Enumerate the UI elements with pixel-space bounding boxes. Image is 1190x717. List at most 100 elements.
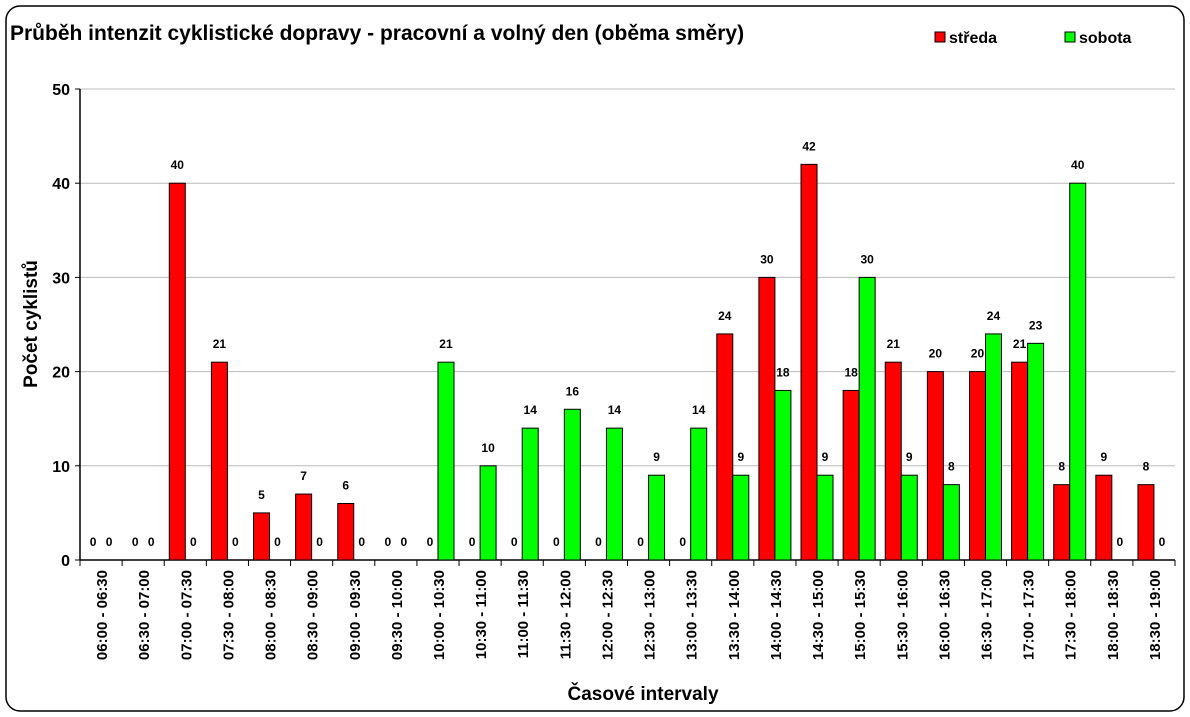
x-tick-label: 16:00 - 16:30 — [936, 570, 953, 660]
value-label: 0 — [274, 535, 281, 549]
bar — [1053, 484, 1071, 561]
value-label: 0 — [427, 535, 434, 549]
value-label: 0 — [679, 535, 686, 549]
bar — [168, 182, 186, 561]
value-label: 0 — [316, 535, 323, 549]
bar — [479, 465, 497, 561]
value-label: 6 — [342, 478, 349, 492]
bar — [758, 276, 776, 561]
x-tick-label: 07:00 - 07:30 — [178, 570, 195, 660]
value-label: 40 — [171, 158, 185, 172]
x-tick-label: 09:30 - 10:00 — [389, 570, 406, 660]
value-label: 16 — [566, 384, 580, 398]
x-tick-label: 14:00 - 14:30 — [768, 570, 785, 660]
value-label: 42 — [802, 139, 816, 153]
bar — [716, 333, 734, 561]
bar — [774, 389, 792, 561]
value-label: 14 — [692, 403, 706, 417]
value-label: 0 — [385, 535, 392, 549]
x-tick-label: 11:30 - 12:00 — [557, 570, 574, 659]
bar — [648, 474, 666, 561]
y-tick-label: 20 — [52, 365, 70, 382]
x-tick-label: 11:00 - 11:30 — [515, 570, 532, 658]
bar — [521, 427, 539, 561]
bar — [1095, 474, 1113, 561]
x-tick-label: 12:00 - 12:30 — [599, 570, 616, 660]
value-label: 8 — [1058, 460, 1065, 474]
x-tick-label: 08:00 - 08:30 — [263, 570, 280, 660]
x-tick-label: 10:00 - 10:30 — [431, 570, 448, 660]
value-label: 9 — [737, 450, 744, 464]
value-label: 0 — [401, 535, 408, 549]
bar — [816, 474, 834, 561]
legend-label: středa — [949, 30, 997, 47]
y-tick-label: 10 — [52, 459, 70, 476]
value-label: 9 — [653, 450, 660, 464]
x-tick-label: 13:00 - 13:30 — [684, 570, 701, 660]
value-label: 7 — [300, 469, 307, 483]
x-tick-label: 16:30 - 17:00 — [978, 570, 995, 660]
y-tick-label: 40 — [52, 176, 70, 193]
value-label: 24 — [718, 309, 732, 323]
legend-label: sobota — [1079, 30, 1132, 47]
bar — [1011, 361, 1029, 561]
bar — [800, 163, 818, 561]
value-label: 0 — [232, 535, 239, 549]
value-label: 0 — [1159, 535, 1166, 549]
value-label: 0 — [637, 535, 644, 549]
bar — [926, 371, 944, 561]
value-label: 21 — [213, 337, 227, 351]
bar — [210, 361, 228, 561]
y-tick-label: 0 — [61, 553, 70, 570]
x-tick-label: 08:30 - 09:00 — [305, 570, 322, 660]
x-tick-label: 14:30 - 15:00 — [810, 570, 827, 660]
value-label: 0 — [469, 535, 476, 549]
value-label: 0 — [90, 535, 97, 549]
value-label: 0 — [595, 535, 602, 549]
value-label: 8 — [948, 460, 955, 474]
value-label: 0 — [132, 535, 139, 549]
legend-swatch — [934, 31, 946, 43]
y-tick-label: 50 — [52, 82, 70, 99]
value-label: 21 — [1013, 337, 1027, 351]
bar — [858, 276, 876, 561]
x-tick-label: 10:30 - 11:00 — [473, 570, 490, 659]
legend-swatch — [1064, 31, 1076, 43]
value-label: 0 — [1116, 535, 1123, 549]
y-axis-title: Počet cyklistů — [21, 260, 42, 388]
bar — [690, 427, 708, 561]
value-label: 18 — [776, 365, 790, 379]
value-label: 0 — [553, 535, 560, 549]
bar — [732, 474, 750, 561]
bar — [968, 371, 986, 561]
value-label: 20 — [971, 347, 985, 361]
x-tick-label: 13:30 - 14:00 — [726, 570, 743, 660]
x-tick-label: 09:00 - 09:30 — [347, 570, 364, 660]
bar — [1137, 484, 1155, 561]
value-label: 24 — [987, 309, 1001, 323]
x-tick-label: 12:30 - 13:00 — [642, 570, 659, 660]
value-label: 21 — [887, 337, 901, 351]
bar — [605, 427, 623, 561]
x-tick-label: 18:30 - 19:00 — [1147, 570, 1164, 660]
bar — [295, 493, 313, 561]
value-label: 0 — [148, 535, 155, 549]
value-label: 10 — [481, 441, 495, 455]
bar — [842, 389, 860, 561]
value-label: 30 — [760, 252, 774, 266]
value-label: 40 — [1071, 158, 1085, 172]
value-label: 8 — [1143, 460, 1150, 474]
value-label: 9 — [906, 450, 913, 464]
value-label: 23 — [1029, 318, 1043, 332]
value-label: 9 — [1100, 450, 1107, 464]
x-tick-label: 15:00 - 15:30 — [852, 570, 869, 660]
x-tick-label: 17:30 - 18:00 — [1063, 570, 1080, 660]
bar — [253, 512, 271, 561]
bar — [1069, 182, 1087, 561]
value-label: 0 — [511, 535, 518, 549]
bar — [437, 361, 455, 561]
value-label: 14 — [608, 403, 622, 417]
bar — [337, 502, 355, 561]
x-axis-title: Časové intervaly — [567, 683, 718, 705]
